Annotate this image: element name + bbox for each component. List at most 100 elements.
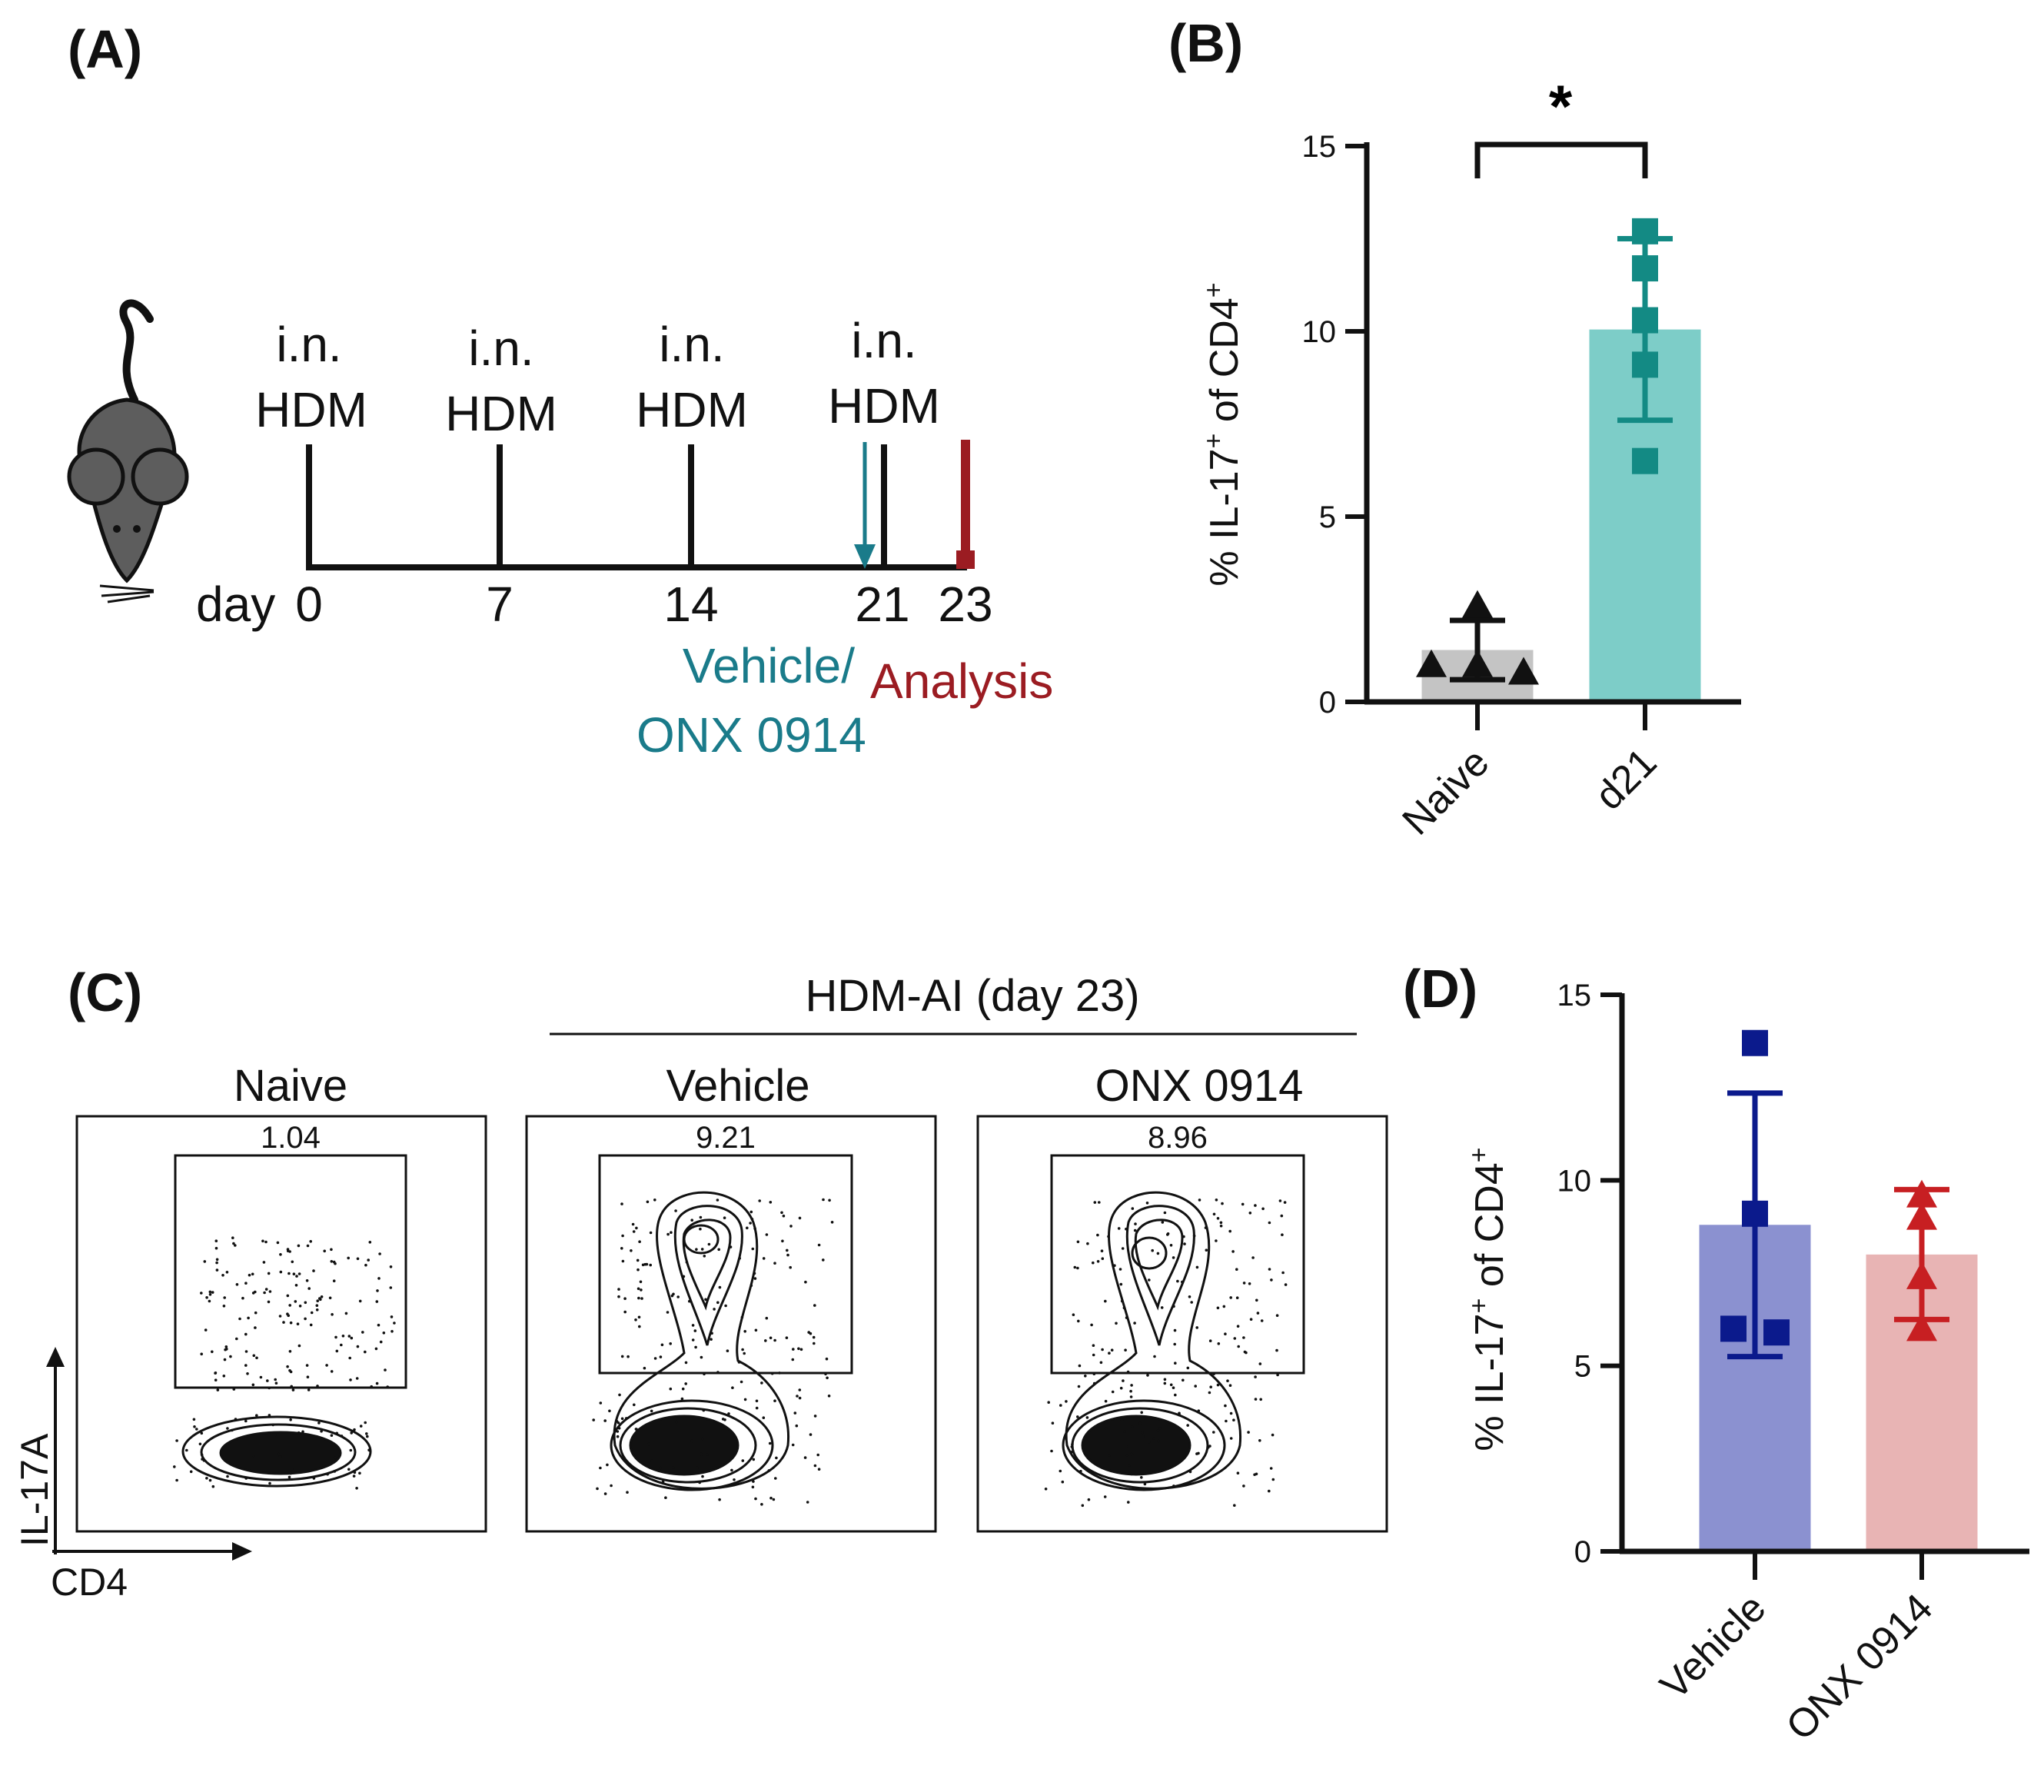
chart-b-y-axis-title: % IL-17+ of CD4+ <box>1199 282 1247 586</box>
flow-event-dot <box>676 1295 680 1298</box>
flow-event-dot <box>620 1247 623 1250</box>
flow-event-dot <box>359 1425 363 1428</box>
flow-event-dot <box>769 1201 773 1204</box>
flow-event-dot <box>773 1262 776 1265</box>
flow-event-dot <box>1172 1256 1175 1259</box>
flow-event-dot <box>690 1439 693 1443</box>
flow-event-dot <box>384 1368 387 1371</box>
flow-event-dot <box>1194 1385 1197 1388</box>
flow-event-dot <box>621 1234 624 1238</box>
flow-event-dot <box>798 1396 802 1400</box>
flow-event-dot <box>1242 1282 1246 1285</box>
day-tick-0: 0 <box>295 577 323 632</box>
flow-event-dot <box>1173 1328 1177 1332</box>
flow-event-dot <box>1242 1484 1245 1488</box>
flow-event-dot <box>310 1311 314 1315</box>
flow-event-dot <box>1059 1469 1062 1473</box>
flow-event-dot <box>1092 1372 1096 1375</box>
flow-event-dot <box>1217 1342 1221 1345</box>
treatment-label-line2: ONX 0914 <box>636 707 866 763</box>
flow-event-dot <box>292 1272 296 1275</box>
chart-b-point-naive-2 <box>1416 649 1447 677</box>
flow-event-dot <box>323 1249 327 1253</box>
flow-event-dot <box>307 1388 311 1391</box>
flow-event-dot <box>641 1263 645 1267</box>
flow-event-dot <box>813 1464 817 1468</box>
flow-event-dot <box>1172 1484 1175 1488</box>
flow-event-dot <box>347 1468 351 1471</box>
flow-event-dot <box>252 1455 255 1458</box>
flow-event-dot <box>1178 1411 1181 1415</box>
flow-event-dot <box>271 1423 275 1427</box>
flow-event-dot <box>739 1380 743 1384</box>
flow-event-dot <box>333 1470 337 1473</box>
flow-event-dot <box>773 1338 776 1342</box>
flow-event-dot <box>701 1474 704 1478</box>
flow-event-dot <box>630 1249 633 1252</box>
flow-event-dot <box>768 1441 772 1445</box>
flow-event-dot <box>1130 1472 1133 1476</box>
flow-event-dot <box>297 1344 301 1348</box>
flow-event-dot <box>1247 1431 1250 1434</box>
flow-event-dot <box>309 1240 313 1243</box>
flow-event-dot <box>356 1345 360 1348</box>
flow-event-dot <box>666 1232 670 1236</box>
flow-event-dot <box>804 1280 807 1284</box>
flow-event-dot <box>645 1262 649 1266</box>
flow-event-dot <box>634 1468 637 1471</box>
flow-event-dot <box>252 1354 256 1358</box>
flow-event-dot <box>1248 1212 1252 1215</box>
flow-event-dot <box>286 1365 289 1368</box>
flow-event-dot <box>1259 1398 1262 1401</box>
flow-event-dot <box>822 1198 825 1202</box>
flow-event-dot <box>1096 1260 1100 1263</box>
flow-event-dot <box>816 1453 819 1457</box>
flow-event-dot <box>330 1370 334 1373</box>
flow-event-dot <box>636 1287 640 1291</box>
flow-event-dot <box>291 1468 294 1471</box>
flow-event-dot <box>251 1272 254 1276</box>
flow-group-title: HDM-AI (day 23) <box>805 971 1139 1021</box>
flow-event-dot <box>1092 1353 1095 1357</box>
flow-event-dot <box>1281 1271 1285 1275</box>
flow-event-dot <box>306 1375 310 1378</box>
flow-event-dot <box>1101 1348 1104 1351</box>
flow-event-dot <box>809 1433 813 1436</box>
flow-event-dot <box>202 1459 206 1462</box>
flow-event-dot <box>1190 1301 1193 1304</box>
flow-event-dot <box>1197 1409 1201 1412</box>
flow-event-dot <box>752 1480 755 1483</box>
flow-event-dot <box>287 1272 291 1275</box>
flow-event-dot <box>232 1242 235 1245</box>
flow-event-dot <box>214 1239 218 1242</box>
flow-event-dot <box>366 1435 369 1438</box>
flow-event-dot <box>1248 1282 1251 1285</box>
flow-event-dot <box>264 1288 268 1291</box>
flow-event-dot <box>331 1313 334 1316</box>
flow-event-dot <box>1216 1217 1220 1220</box>
flow-event-dot <box>334 1262 337 1265</box>
flow-event-dot <box>758 1199 761 1202</box>
flow-event-dot <box>288 1304 292 1307</box>
flow-event-dot <box>1235 1296 1239 1299</box>
flow-event-dot <box>669 1342 672 1345</box>
flow-event-dot <box>650 1409 653 1413</box>
flow-event-dot <box>625 1417 628 1420</box>
flow-event-dot <box>1119 1282 1123 1286</box>
flow-event-dot <box>700 1355 703 1359</box>
flow-event-dot <box>772 1498 776 1501</box>
flow-event-dot <box>1221 1202 1224 1205</box>
flow-event-dot <box>375 1300 379 1303</box>
flow-event-dot <box>1101 1257 1105 1260</box>
flow-event-dot <box>328 1296 332 1300</box>
flow-event-dot <box>278 1315 282 1318</box>
flow-event-dot <box>225 1271 229 1274</box>
flow-event-dot <box>334 1335 337 1339</box>
flow-event-dot <box>1131 1207 1135 1210</box>
flow-event-dot <box>315 1308 319 1312</box>
flow-event-dot <box>208 1293 212 1296</box>
flow-event-dot <box>1100 1249 1104 1252</box>
flow-event-dot <box>621 1259 625 1263</box>
flow-event-dot <box>355 1487 358 1490</box>
flow-event-dot <box>1130 1452 1134 1456</box>
